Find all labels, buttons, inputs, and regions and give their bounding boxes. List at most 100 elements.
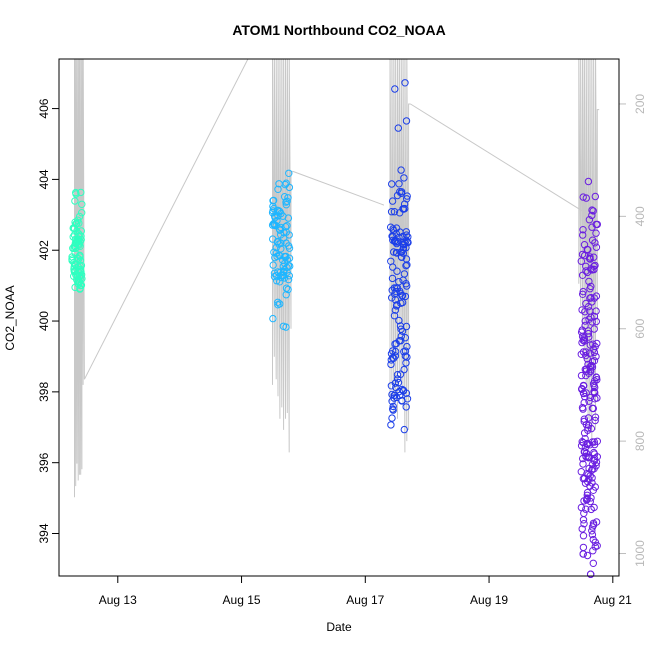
- plot-frame: [58, 58, 620, 577]
- data-point: [71, 267, 79, 275]
- data-point: [269, 197, 277, 205]
- data-points: [68, 79, 601, 578]
- data-point: [388, 354, 397, 362]
- data-point: [282, 252, 290, 261]
- data-point: [269, 261, 277, 269]
- y-tick-label: 394: [37, 523, 51, 543]
- data-point: [585, 216, 594, 224]
- data-point: [592, 292, 601, 300]
- data-point: [393, 237, 401, 246]
- data-point: [589, 207, 597, 215]
- data-point: [402, 389, 411, 397]
- data-point: [72, 188, 80, 197]
- y-axis-label: CO2_NOAA: [3, 285, 17, 350]
- data-point: [578, 525, 586, 533]
- data-point: [275, 240, 283, 248]
- data-point: [579, 516, 588, 524]
- data-point: [579, 550, 587, 558]
- x-tick-label: Aug 17: [346, 593, 384, 607]
- data-point: [590, 325, 598, 333]
- data-point: [387, 208, 396, 216]
- data-point: [582, 449, 591, 457]
- data-point: [403, 353, 411, 361]
- data-point: [584, 426, 592, 434]
- data-point: [279, 322, 288, 330]
- data-point: [270, 248, 278, 256]
- data-point: [394, 124, 402, 132]
- altitude-line-1: [74, 59, 85, 498]
- data-point: [579, 460, 587, 468]
- axes: Aug 13 Aug 15 Aug 17 Aug 19 Aug 21 394 396 398 4…: [37, 94, 647, 607]
- data-point: [395, 316, 403, 325]
- data-point: [579, 287, 587, 296]
- data-point: [580, 417, 588, 426]
- data-point: [401, 204, 409, 213]
- data-point: [580, 415, 588, 423]
- data-point: [591, 416, 599, 425]
- x-axis-label: Date: [326, 620, 352, 634]
- data-point: [591, 483, 599, 491]
- data-point: [393, 191, 402, 200]
- data-point: [285, 254, 294, 262]
- data-point: [579, 348, 588, 356]
- data-point: [403, 238, 412, 246]
- data-point: [581, 321, 589, 330]
- data-point: [285, 231, 293, 239]
- series-4: [577, 177, 601, 578]
- data-point: [593, 542, 601, 550]
- data-point: [285, 242, 293, 250]
- data-point: [583, 355, 591, 363]
- data-point: [403, 395, 412, 403]
- data-point: [590, 265, 598, 274]
- data-point: [592, 317, 600, 326]
- data-point: [389, 402, 397, 411]
- data-point: [389, 347, 397, 355]
- data-point: [399, 249, 407, 257]
- data-point: [583, 551, 592, 560]
- data-point: [268, 221, 277, 229]
- y-tick-label: 404: [37, 169, 51, 189]
- data-point: [387, 356, 395, 364]
- data-point: [391, 85, 399, 93]
- data-point: [579, 193, 587, 201]
- data-point: [577, 257, 585, 265]
- data-point: [391, 306, 400, 314]
- data-point: [587, 570, 595, 578]
- data-point: [391, 347, 400, 356]
- data-point: [588, 236, 597, 244]
- data-point: [584, 329, 593, 338]
- data-point: [400, 174, 408, 182]
- data-point: [269, 314, 277, 323]
- data-point: [388, 390, 396, 399]
- data-point: [593, 220, 601, 229]
- data-point: [280, 193, 289, 201]
- data-point: [275, 180, 283, 188]
- data-point: [578, 271, 587, 279]
- data-point: [582, 371, 590, 380]
- data-point: [283, 222, 291, 230]
- data-point: [75, 265, 83, 274]
- data-point: [590, 357, 599, 365]
- data-point: [579, 381, 588, 390]
- data-point: [589, 340, 597, 348]
- data-point: [592, 462, 600, 470]
- data-point: [592, 243, 601, 251]
- data-point: [590, 294, 598, 302]
- data-point: [282, 198, 290, 206]
- altitude-lines: [74, 59, 600, 498]
- data-point: [285, 169, 293, 178]
- data-point: [400, 365, 408, 374]
- data-point: [78, 209, 86, 217]
- data-point: [270, 204, 278, 213]
- data-point: [397, 332, 405, 340]
- data-point: [585, 333, 593, 341]
- data-point: [388, 274, 397, 283]
- data-point: [397, 188, 406, 196]
- data-point: [78, 200, 86, 209]
- data-point: [592, 229, 600, 237]
- data-point: [397, 290, 405, 298]
- data-point: [284, 285, 292, 294]
- data-point: [77, 235, 85, 244]
- data-point: [581, 448, 589, 456]
